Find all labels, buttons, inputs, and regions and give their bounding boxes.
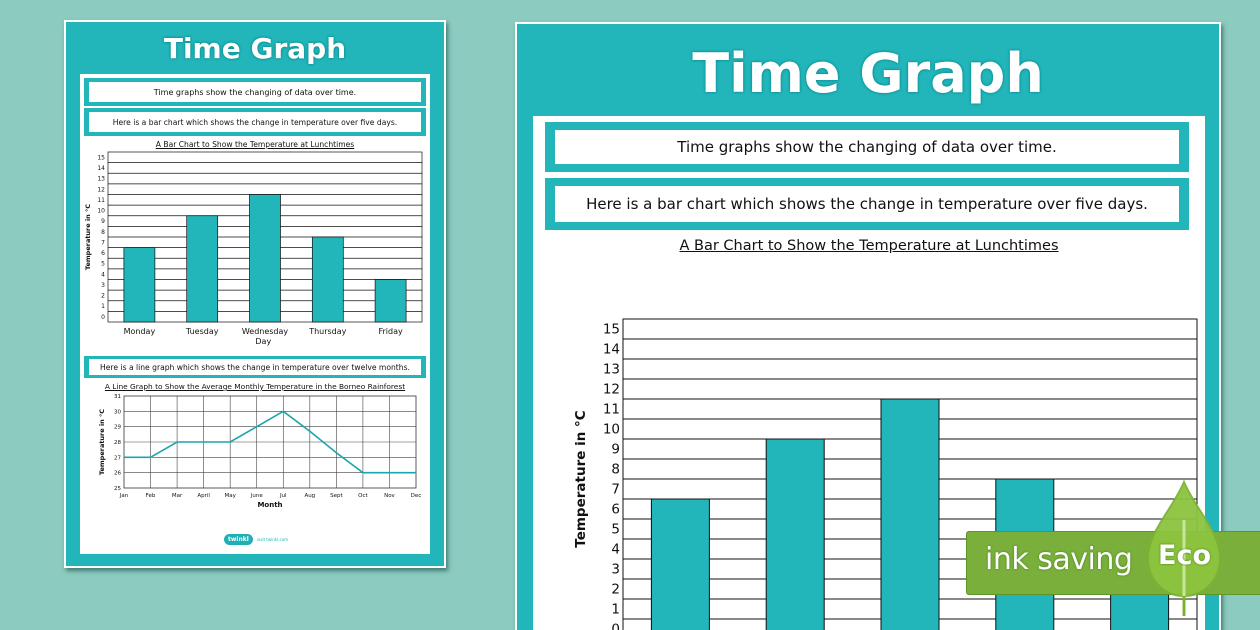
svg-text:Temperature in °C: Temperature in °C xyxy=(98,409,106,475)
svg-text:13: 13 xyxy=(97,176,105,183)
svg-text:Mar: Mar xyxy=(172,493,183,499)
svg-text:2: 2 xyxy=(101,293,105,300)
svg-text:Thursday: Thursday xyxy=(308,327,346,336)
bar-intro-text: Here is a bar chart which shows the chan… xyxy=(555,186,1179,222)
svg-text:8: 8 xyxy=(611,462,620,478)
svg-text:12: 12 xyxy=(603,382,620,398)
svg-text:3: 3 xyxy=(611,562,620,578)
svg-text:27: 27 xyxy=(114,455,121,461)
poster-thumbnail: Time Graph Time graphs show the changing… xyxy=(64,20,446,568)
leaf-drop-icon xyxy=(1146,480,1222,616)
svg-text:9: 9 xyxy=(101,218,105,225)
bar-tuesday xyxy=(765,438,825,630)
svg-text:Feb: Feb xyxy=(146,493,156,499)
poster-content: Time graphs show the changing of data ov… xyxy=(80,74,430,554)
svg-text:4: 4 xyxy=(101,271,105,278)
line-intro-box: Here is a line graph which shows the cha… xyxy=(84,356,426,378)
svg-text:30: 30 xyxy=(114,409,121,415)
svg-text:12: 12 xyxy=(97,186,105,193)
svg-text:2: 2 xyxy=(611,582,620,598)
twinkl-logo[interactable]: twinkl visit twinkl.com xyxy=(224,532,304,546)
svg-text:Aug: Aug xyxy=(304,493,315,499)
intro-text: Time graphs show the changing of data ov… xyxy=(89,82,421,102)
svg-text:June: June xyxy=(250,493,264,499)
svg-text:1: 1 xyxy=(611,602,620,618)
svg-text:Monday: Monday xyxy=(124,327,156,336)
svg-text:1: 1 xyxy=(101,303,105,310)
svg-text:10: 10 xyxy=(97,208,105,215)
svg-text:Jan: Jan xyxy=(119,493,129,499)
svg-text:6: 6 xyxy=(611,502,620,518)
svg-text:0: 0 xyxy=(101,314,105,321)
svg-text:Month: Month xyxy=(257,501,282,509)
svg-text:5: 5 xyxy=(611,522,620,538)
svg-text:Temperature in °C: Temperature in °C xyxy=(573,410,589,547)
logo-url: visit twinkl.com xyxy=(256,536,289,542)
svg-text:31: 31 xyxy=(114,394,121,400)
svg-text:15: 15 xyxy=(97,154,105,161)
bar-wednesday xyxy=(249,194,281,323)
svg-text:4: 4 xyxy=(611,542,620,558)
intro-box: Time graphs show the changing of data ov… xyxy=(84,78,426,106)
bar-thursday xyxy=(311,236,344,323)
svg-text:7: 7 xyxy=(101,239,105,246)
line-chart-small: 25 26 27 28 29 30 31 Jan Feb Mar April May June Jul Au… xyxy=(98,394,422,509)
bar-friday xyxy=(374,279,407,323)
svg-text:11: 11 xyxy=(97,197,105,204)
line-chart-title: A Line Graph to Show the Average Monthly… xyxy=(104,382,406,391)
bar-intro-text: Here is a bar chart which shows the chan… xyxy=(89,112,421,132)
bar-chart-title: A Bar Chart to Show the Temperature at L… xyxy=(679,238,1059,254)
poster-title: Time Graph xyxy=(692,42,1044,105)
bar-chart-large: 0123456789101112131415MondayTuesdayWedne… xyxy=(573,318,1198,630)
eco-label: Eco xyxy=(1158,540,1211,571)
svg-text:Jul: Jul xyxy=(279,493,287,499)
svg-text:Day: Day xyxy=(255,337,271,346)
svg-text:29: 29 xyxy=(114,425,121,431)
ink-saving-text: ink saving xyxy=(985,542,1133,577)
svg-text:14: 14 xyxy=(603,342,620,358)
svg-text:Wednesday: Wednesday xyxy=(242,327,289,336)
svg-text:Tuesday: Tuesday xyxy=(185,327,219,336)
intro-text: Time graphs show the changing of data ov… xyxy=(555,130,1179,164)
svg-text:14: 14 xyxy=(97,165,105,172)
svg-text:11: 11 xyxy=(603,402,620,418)
svg-text:9: 9 xyxy=(611,442,620,458)
bar-intro-box: Here is a bar chart which shows the chan… xyxy=(84,108,426,136)
logo-cloud-icon: twinkl xyxy=(224,533,253,545)
svg-text:April: April xyxy=(197,493,210,499)
bar-tuesday xyxy=(186,215,219,323)
svg-text:Oct: Oct xyxy=(358,493,368,499)
svg-text:15: 15 xyxy=(603,322,620,338)
bar-chart-title: A Bar Chart to Show the Temperature at L… xyxy=(155,140,355,149)
svg-text:13: 13 xyxy=(603,362,620,378)
svg-text:Sept: Sept xyxy=(330,493,343,499)
svg-text:0: 0 xyxy=(611,622,620,630)
svg-text:3: 3 xyxy=(101,282,105,289)
bar-wednesday xyxy=(880,398,940,630)
bar-monday xyxy=(123,247,156,323)
svg-text:10: 10 xyxy=(603,422,620,438)
svg-text:5: 5 xyxy=(101,261,105,268)
svg-text:8: 8 xyxy=(101,229,105,236)
bar-monday xyxy=(650,498,710,630)
svg-text:7: 7 xyxy=(611,482,620,498)
svg-text:Dec: Dec xyxy=(411,493,422,499)
svg-text:25: 25 xyxy=(114,486,121,492)
line-intro-text: Here is a line graph which shows the cha… xyxy=(89,359,421,375)
svg-text:Friday: Friday xyxy=(378,327,403,336)
svg-text:Temperature in °C: Temperature in °C xyxy=(84,204,92,270)
intro-box: Time graphs show the changing of data ov… xyxy=(545,122,1189,172)
poster-title: Time Graph xyxy=(163,32,347,65)
svg-text:Nov: Nov xyxy=(384,493,395,499)
temperature-line xyxy=(124,410,416,474)
svg-text:28: 28 xyxy=(114,440,121,446)
bar-intro-box: Here is a bar chart which shows the chan… xyxy=(545,178,1189,230)
svg-text:May: May xyxy=(224,493,236,499)
svg-text:6: 6 xyxy=(101,250,105,257)
svg-text:26: 26 xyxy=(114,471,121,477)
